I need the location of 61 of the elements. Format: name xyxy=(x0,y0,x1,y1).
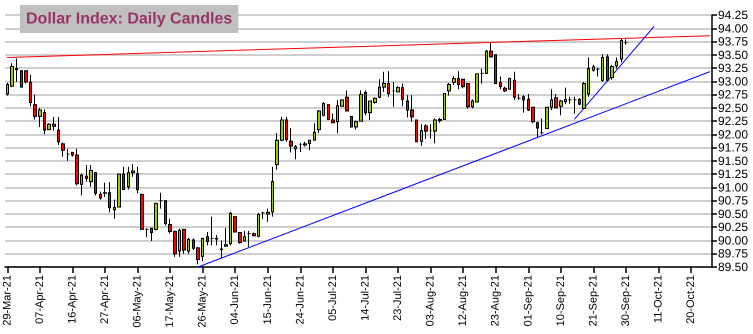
y-tick-label: 94.25 xyxy=(718,8,748,22)
candlestick xyxy=(410,94,414,122)
y-tick-label: 90.25 xyxy=(718,220,748,234)
candlestick xyxy=(224,227,228,248)
candlestick xyxy=(210,216,214,246)
x-tick-label: 01-Sep-21 xyxy=(522,275,534,326)
candlestick xyxy=(573,96,577,114)
x-tick-label: 16-Apr-21 xyxy=(66,275,78,324)
x-tick-label: 10-Sep-21 xyxy=(554,275,567,326)
x-tick-label: 04-Jun-21 xyxy=(229,275,242,325)
x-tick-label: 21-Sep-21 xyxy=(587,275,600,326)
x-tick-label: 26-May-21 xyxy=(196,275,209,328)
candlestick xyxy=(99,191,102,200)
x-tick-label: 23-Jul-21 xyxy=(392,275,404,321)
y-tick-label: 92.75 xyxy=(718,88,748,102)
y-tick-label: 89.75 xyxy=(718,246,748,261)
y-tick-label: 91.25 xyxy=(718,167,748,182)
y-tick-label: 93.50 xyxy=(718,48,748,62)
y-tick-label: 92.00 xyxy=(718,127,748,142)
candlestick xyxy=(313,122,316,141)
x-tick-label: 12-Aug-21 xyxy=(457,275,470,326)
x-tick-label: 14-Jul-21 xyxy=(359,275,372,321)
y-tick-label: 89.50 xyxy=(718,260,748,274)
chart-title: Dollar Index: Daily Candles xyxy=(26,10,232,28)
x-tick-label: 29-Mar-21 xyxy=(1,275,14,326)
x-tick-label: 11-Oct-21 xyxy=(652,275,665,324)
x-tick-label: 24-Jun-21 xyxy=(294,275,306,325)
x-tick-label: 05-Jul-21 xyxy=(326,275,339,321)
y-tick-label: 90.00 xyxy=(718,233,748,248)
x-tick-label: 06-May-21 xyxy=(132,275,144,328)
y-tick-label: 92.25 xyxy=(718,114,748,128)
candlestick xyxy=(513,71,516,100)
candlestick xyxy=(136,166,139,194)
y-tick-label: 90.75 xyxy=(718,194,748,208)
x-tick-label: 23-Aug-21 xyxy=(490,275,502,326)
x-tick-label: 15-Jun-21 xyxy=(262,275,274,325)
y-tick-label: 91.50 xyxy=(718,154,748,168)
candlestick xyxy=(447,82,451,96)
y-tick-label: 90.50 xyxy=(718,206,748,221)
candlestick xyxy=(536,121,539,138)
x-tick-label: 30-Sep-21 xyxy=(620,275,632,326)
y-tick-label: 92.50 xyxy=(718,100,748,115)
candlestick xyxy=(415,119,418,142)
y-tick-label: 94.00 xyxy=(718,21,748,36)
candlestick xyxy=(66,148,70,162)
y-tick-label: 91.75 xyxy=(718,140,748,155)
x-tick-label: 20-Oct-21 xyxy=(685,275,698,324)
y-tick-label: 93.75 xyxy=(718,34,748,49)
candlestick xyxy=(220,240,223,260)
x-tick-label: 17-May-21 xyxy=(164,275,176,328)
x-tick-label: 07-Apr-21 xyxy=(34,275,46,324)
candlestick xyxy=(57,116,60,146)
candlestick xyxy=(499,76,502,90)
x-tick-label: 03-Aug-21 xyxy=(424,275,437,326)
y-tick-label: 93.25 xyxy=(718,61,748,76)
y-tick-label: 91.00 xyxy=(718,180,748,194)
x-tick-label: 27-Apr-21 xyxy=(99,275,112,324)
y-tick-label: 93.00 xyxy=(718,74,748,88)
candlestick xyxy=(61,142,65,158)
candlestick xyxy=(182,228,186,254)
candlestick xyxy=(540,118,544,135)
